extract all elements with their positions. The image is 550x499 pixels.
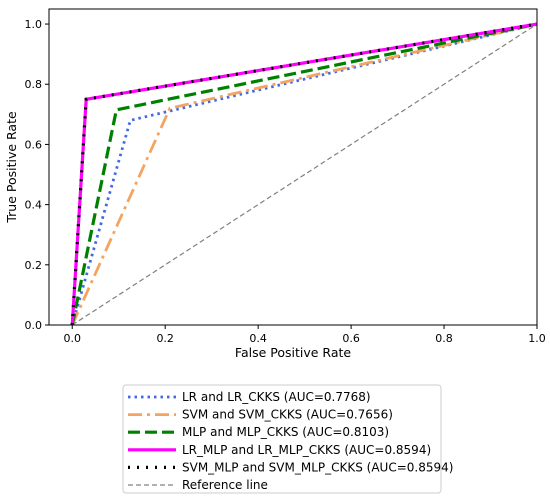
plot-frame (48, 8, 538, 326)
legend-label-4: SVM_MLP and SVM_MLP_CKKS (AUC=0.8594) (182, 460, 453, 474)
ticks-layer: 0.0 0.2 0.4 0.6 0.8 1.0 0.0 0.2 0.4 0.6 0.8 1.0 (25, 18, 546, 345)
series-line-4 (70, 22, 538, 326)
y-tick-label-3: 0.6 (25, 138, 43, 151)
x-tick-label-2: 0.4 (249, 332, 267, 345)
y-tick-label-2: 0.4 (25, 199, 43, 212)
legend-box (122, 384, 442, 494)
y-tick-label-0: 0.0 (25, 319, 43, 332)
legend: LR and LR_CKKS (AUC=0.7768) SVM and SVM_C… (122, 384, 453, 494)
legend-label-3: LR_MLP and LR_MLP_CKKS (AUC=0.8594) (182, 443, 431, 457)
legend-label-1: SVM and SVM_CKKS (AUC=0.7656) (182, 408, 393, 422)
series-line-2 (70, 22, 538, 326)
series-line-5 (71, 23, 538, 326)
x-tick-label-3: 0.6 (342, 332, 360, 345)
y-axis-label: True Positive Rate (4, 111, 19, 224)
y-tick-label-1: 0.2 (25, 259, 43, 272)
legend-label-0: LR and LR_CKKS (AUC=0.7768) (182, 390, 371, 404)
legend-label-2: MLP and MLP_CKKS (AUC=0.8103) (182, 425, 389, 439)
y-tick-label-5: 1.0 (25, 18, 43, 31)
y-tick-label-4: 0.8 (25, 78, 43, 91)
legend-label-5: Reference line (182, 478, 268, 492)
x-tick-label-4: 0.8 (435, 332, 453, 345)
series-layer (70, 22, 538, 326)
series-line-1 (70, 22, 538, 326)
x-tick-label-0: 0.0 (63, 332, 81, 345)
x-tick-label-5: 1.0 (528, 332, 546, 345)
x-tick-label-1: 0.2 (156, 332, 174, 345)
x-axis-label: False Positive Rate (235, 345, 351, 360)
